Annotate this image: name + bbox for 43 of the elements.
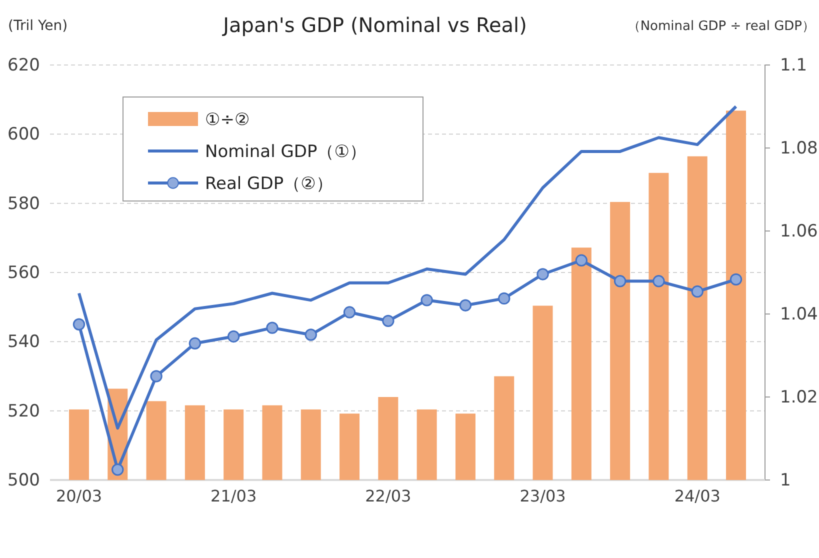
x-tick-label: 24/03 (674, 486, 720, 506)
y-tick-label: 520 (8, 401, 40, 422)
y2-tick-label: 1.04 (780, 304, 818, 324)
legend-label: Nominal GDP（①） (205, 142, 366, 162)
point (382, 314, 394, 328)
point (691, 285, 704, 298)
y2-tick-label: 1.06 (780, 221, 818, 242)
legend-label: Real GDP（②） (205, 174, 333, 194)
line-series (77, 105, 738, 430)
y-tick-label: 620 (8, 55, 40, 76)
point (188, 337, 202, 350)
y-tick-label: 560 (8, 262, 40, 283)
y2-axis-title: （Nominal GDP ÷ real GDP） (627, 19, 815, 34)
point (459, 299, 472, 312)
chart-title: Japan's GDP (Nominal vs Real) (221, 13, 527, 37)
point (575, 254, 588, 266)
point (343, 306, 356, 318)
legend-label: ①÷② (205, 110, 250, 130)
y-axis-title: (Tril Yen) (8, 18, 68, 34)
y-tick-label: 540 (8, 332, 40, 352)
x-tick-label: 20/03 (56, 486, 102, 506)
y2-tick-label: 1 (780, 470, 791, 490)
point (730, 273, 742, 286)
point (72, 318, 86, 330)
x-tick-label: 21/03 (210, 486, 257, 506)
x-tick-label: 23/03 (520, 486, 566, 506)
point (304, 328, 317, 341)
y2-tick-label: 1.1 (780, 55, 808, 76)
y-tick-label: 500 (8, 470, 40, 490)
y2-tick-label: 1.08 (780, 138, 818, 158)
point (266, 322, 278, 334)
point (112, 464, 124, 476)
y-tick-label: 600 (8, 124, 40, 145)
point (614, 275, 626, 288)
point (536, 268, 549, 280)
point (498, 292, 510, 305)
point (420, 294, 433, 306)
point (227, 330, 240, 343)
x-tick-label: 22/03 (365, 486, 412, 506)
y-tick-label: 580 (8, 194, 40, 214)
point (150, 370, 162, 382)
y2-tick-label: 1.02 (780, 387, 818, 408)
point (652, 275, 665, 288)
